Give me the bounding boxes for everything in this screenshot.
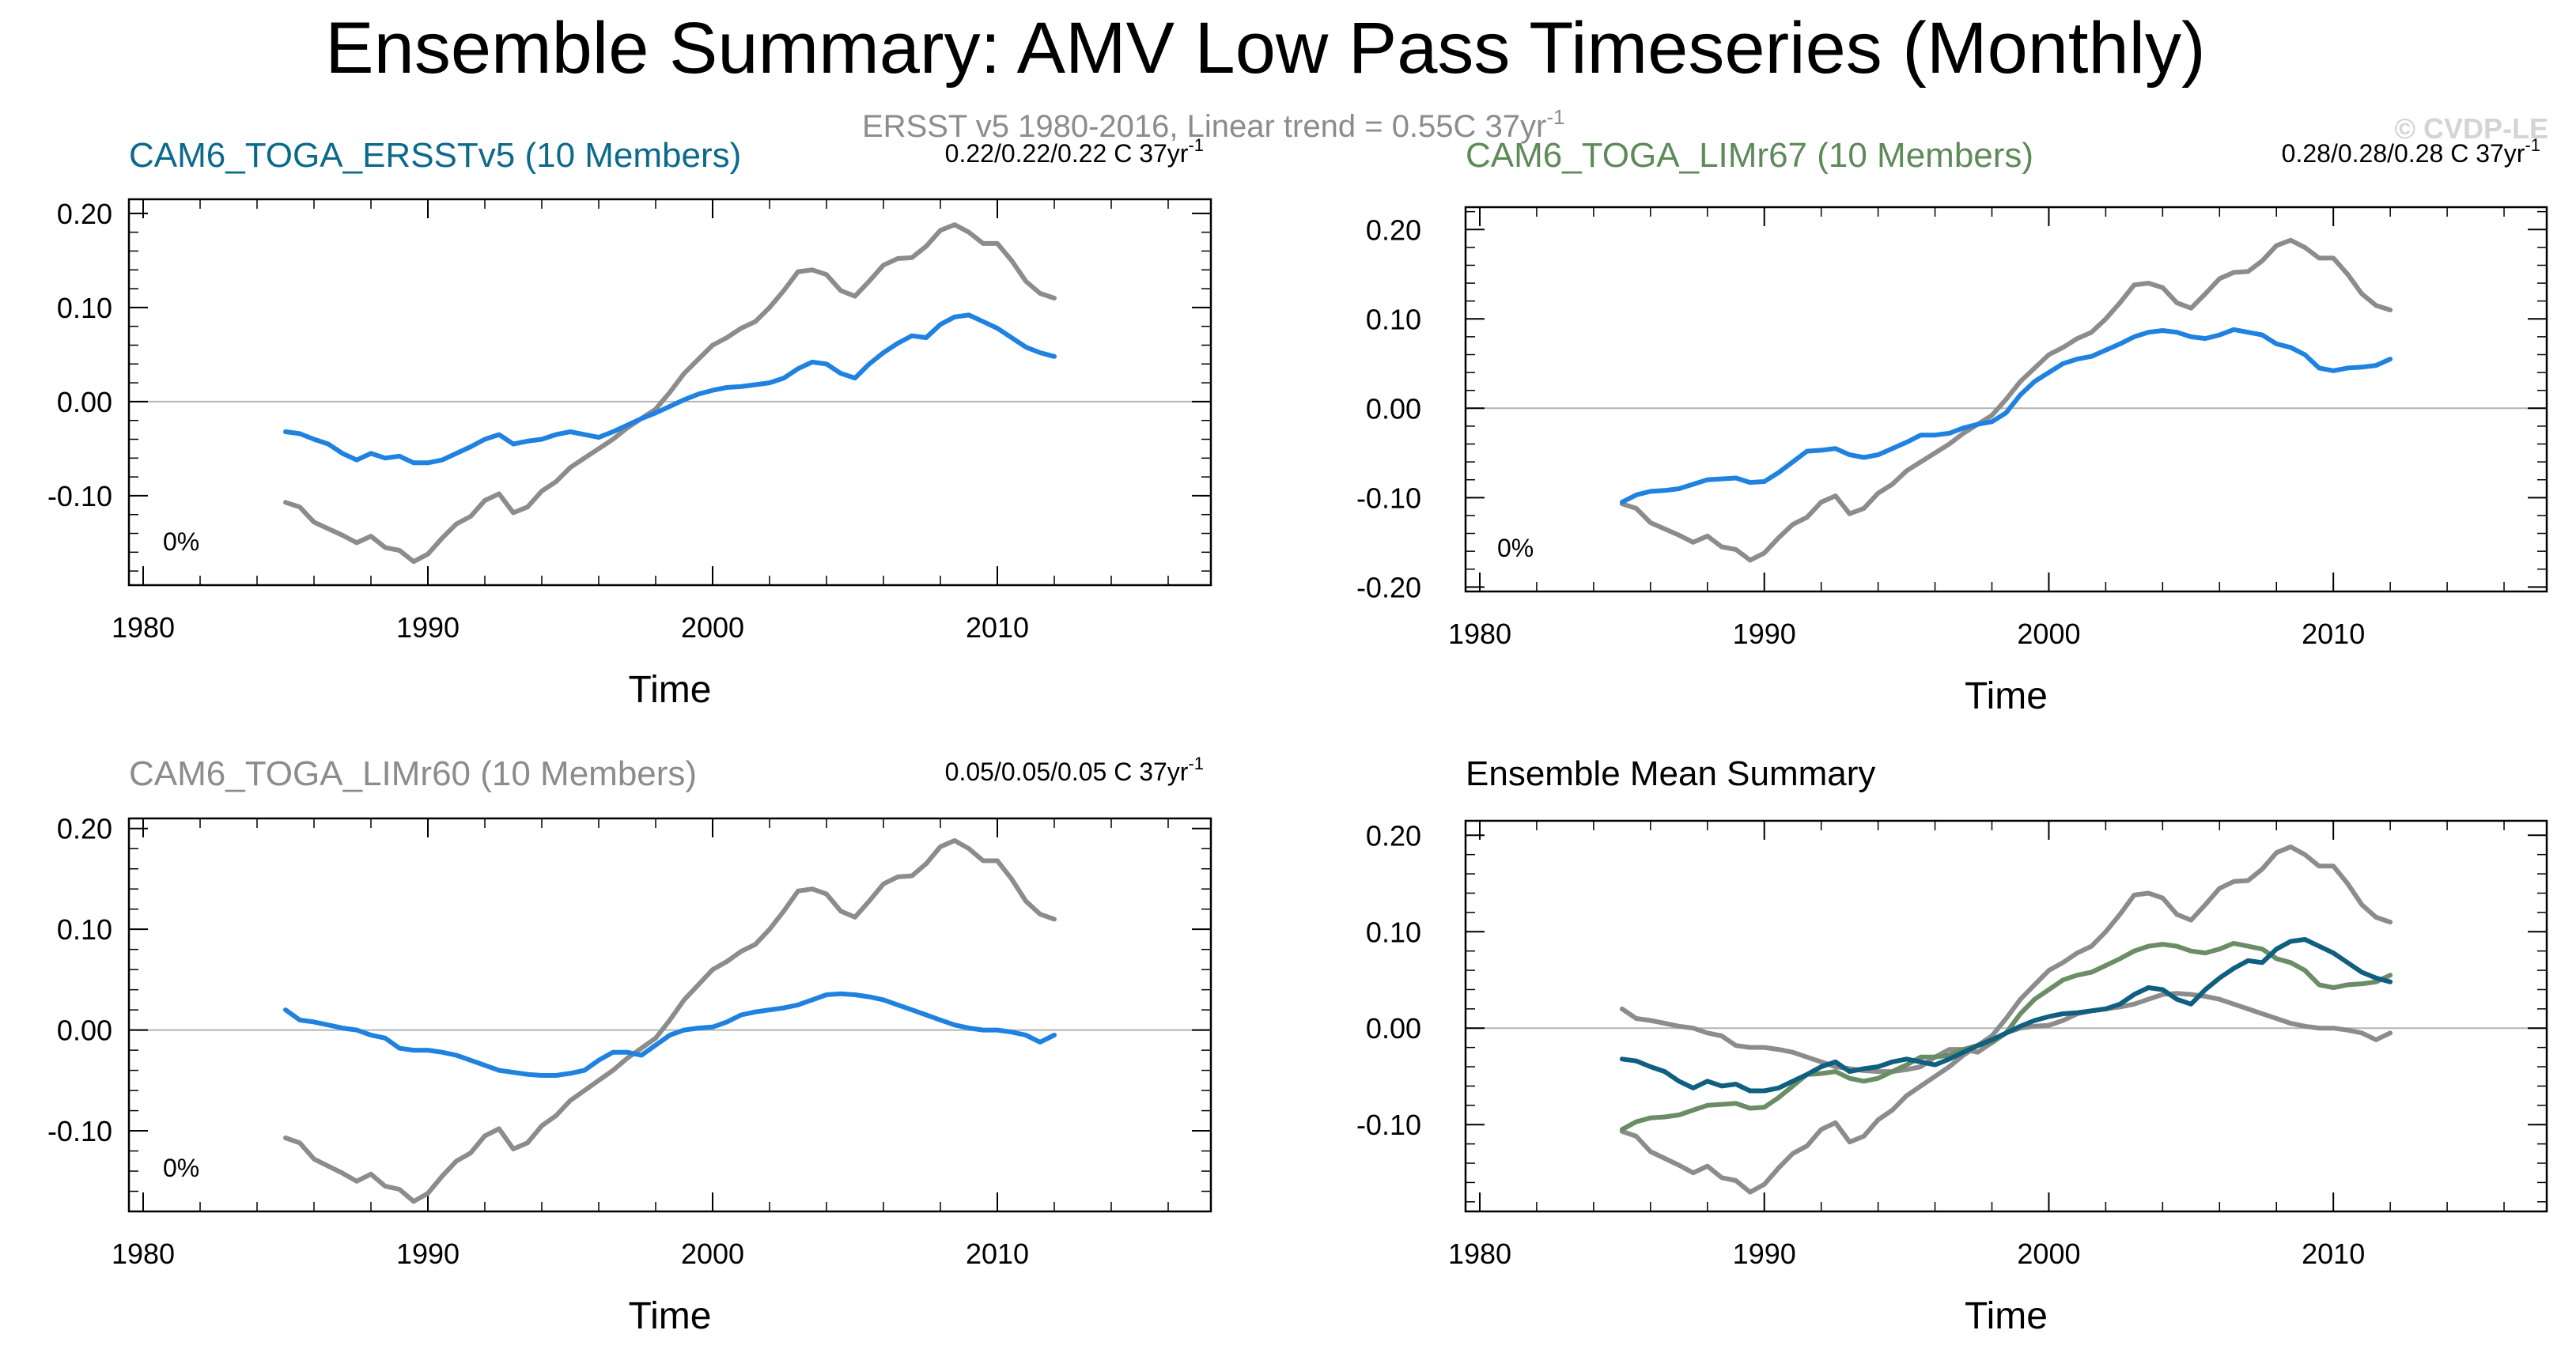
series-line-cam6-toga-limr67: [1619, 940, 2393, 1132]
x-tick-label: 2000: [681, 611, 744, 644]
trend-superscript: -1: [1188, 135, 1204, 155]
series-line-ersst-v5: [1619, 237, 2393, 563]
panels: CAM6_TOGA_ERSSTv5 (10 Members) 0.22/0.22/…: [47, 135, 2548, 1337]
x-axis-label: Time: [629, 669, 712, 711]
x-tick-label: 2000: [2017, 618, 2080, 650]
x-tick-label: 1980: [1448, 618, 1511, 650]
y-tick-label: 0.20: [1366, 819, 1421, 852]
y-tick-label: -0.10: [1356, 482, 1421, 514]
y-tick-label: 0.20: [57, 813, 112, 845]
trend-text: 0.05/0.05/0.05 C 37yr-1: [945, 754, 1204, 786]
x-tick-label: 1980: [112, 611, 175, 644]
y-tick-label: -0.10: [47, 1115, 112, 1147]
subtitle-text: ERSST v5 1980-2016, Linear trend = 0.55C…: [862, 109, 1546, 144]
series-line-cam6-toga-ersstv5: [283, 312, 1057, 466]
y-tick-label: -0.10: [47, 480, 112, 512]
y-tick-label: 0.10: [57, 292, 112, 324]
panel-bottom-left: CAM6_TOGA_LIMr60 (10 Members) 0.05/0.05/0…: [47, 754, 1212, 1337]
series-line-ersst-v5: [1619, 844, 2393, 1195]
percent-label: 0%: [163, 527, 199, 556]
x-tick-label: 1990: [396, 611, 460, 644]
x-axis-label: Time: [629, 1295, 712, 1337]
trend-value: 0.05/0.05/0.05 C 37yr: [945, 758, 1189, 786]
panel-top-left: CAM6_TOGA_ERSSTv5 (10 Members) 0.22/0.22/…: [47, 135, 1212, 711]
trend-superscript: -1: [2525, 135, 2540, 155]
y-tick-label: 0.10: [57, 913, 112, 946]
panel-title: CAM6_TOGA_LIMr67 (10 Members): [1466, 136, 2033, 175]
y-tick-label: 0.10: [1366, 916, 1421, 948]
y-tick-label: 0.00: [57, 1015, 112, 1047]
x-tick-label: 1990: [1733, 618, 1796, 650]
percent-label: 0%: [1497, 534, 1534, 562]
y-tick-label: -0.20: [1356, 571, 1421, 603]
series-line-ersst-v5: [283, 222, 1057, 565]
trend-value: 0.22/0.22/0.22 C 37yr: [945, 139, 1189, 168]
plot-frame: [1464, 206, 2548, 593]
trend-text: 0.28/0.28/0.28 C 37yr-1: [2282, 135, 2540, 168]
x-axis-label: Time: [1965, 1295, 2048, 1337]
panel-title: CAM6_TOGA_LIMr60 (10 Members): [129, 754, 697, 793]
y-tick-label: 0.00: [1366, 1012, 1421, 1045]
figure-title: Ensemble Summary: AMV Low Pass Timeserie…: [325, 8, 2205, 89]
subtitle-superscript: -1: [1546, 105, 1564, 129]
series-line-ersst-v5: [283, 838, 1057, 1204]
panel-bottom-right: Ensemble Mean Summary 1980 1990 2000 2010 0.2…: [1356, 754, 2548, 1337]
y-tick-label: -0.10: [1356, 1109, 1421, 1141]
x-tick-label: 2010: [2302, 618, 2365, 650]
panel-title: Ensemble Mean Summary: [1466, 754, 1875, 793]
plot-frame: [127, 817, 1212, 1213]
x-tick-label: 2000: [2017, 1238, 2080, 1270]
plot-frame: [127, 198, 1212, 587]
figure-subtitle: ERSST v5 1980-2016, Linear trend = 0.55C…: [862, 105, 1564, 144]
x-tick-label: 1980: [1448, 1238, 1511, 1270]
y-tick-label: 0.20: [57, 198, 112, 230]
x-tick-label: 2000: [681, 1238, 744, 1270]
y-tick-label: 0.00: [57, 386, 112, 418]
series-line-cam6-toga-ersstv5: [1619, 937, 2393, 1094]
trend-value: 0.28/0.28/0.28 C 37yr: [2282, 139, 2525, 168]
y-tick-label: 0.20: [1366, 214, 1421, 246]
panel-top-right: CAM6_TOGA_LIMr67 (10 Members) 0.28/0.28/0…: [1356, 135, 2548, 717]
y-tick-label: 0.10: [1366, 303, 1421, 335]
plot-frame: [1464, 819, 2548, 1213]
series-line-cam6-toga-limr60: [283, 991, 1057, 1078]
x-tick-label: 1980: [112, 1238, 175, 1270]
x-tick-label: 2010: [966, 1238, 1029, 1270]
panel-title: CAM6_TOGA_ERSSTv5 (10 Members): [129, 136, 741, 175]
percent-label: 0%: [163, 1154, 199, 1182]
x-tick-label: 1990: [396, 1238, 460, 1270]
y-tick-label: 0.00: [1366, 392, 1421, 425]
watermark: © CVDP-LE: [2394, 112, 2548, 145]
x-tick-label: 1990: [1733, 1238, 1796, 1270]
x-tick-label: 2010: [2302, 1238, 2365, 1270]
x-tick-label: 2010: [966, 611, 1029, 644]
x-axis-label: Time: [1965, 675, 2048, 717]
series-line-cam6-toga-limr67: [1619, 327, 2393, 504]
trend-text: 0.22/0.22/0.22 C 37yr-1: [945, 135, 1204, 168]
trend-superscript: -1: [1188, 754, 1204, 773]
